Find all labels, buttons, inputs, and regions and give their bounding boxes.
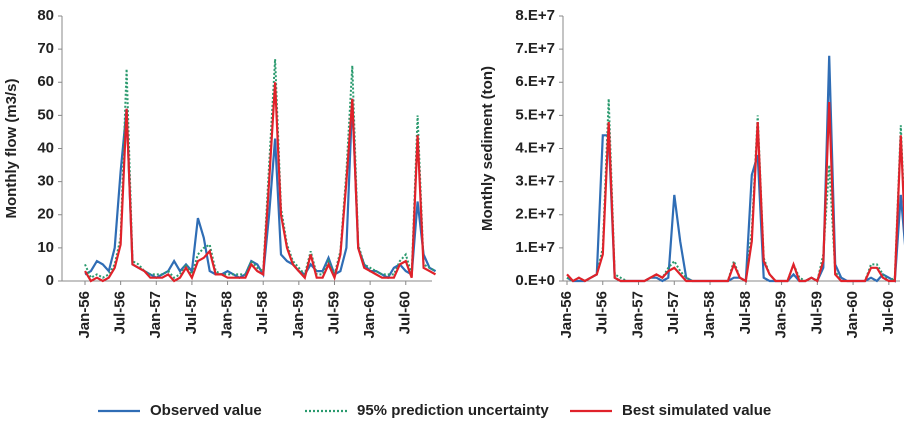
y-axis-title: Monthly sediment (ton) — [479, 66, 496, 231]
y-tick-label: 5.E+7 — [515, 106, 555, 123]
x-tick-label: Jul-56 — [112, 291, 129, 334]
y-tick-label: 6.E+7 — [515, 73, 555, 90]
x-tick-label: Jul-59 — [808, 291, 825, 334]
series-line — [84, 82, 437, 283]
x-tick-label: Jul-58 — [254, 291, 271, 334]
y-tick-label: 60 — [37, 73, 54, 90]
y-axis-title: Monthly flow (m3/s) — [3, 79, 20, 219]
x-tick-label: Jan-57 — [147, 291, 164, 339]
y-tick-label: 8.E+7 — [515, 7, 555, 24]
y-tick-label: 0.E+0 — [515, 272, 555, 289]
legend-label: Best simulated value — [622, 402, 771, 419]
y-tick-label: 70 — [37, 40, 54, 57]
y-tick-label: 10 — [37, 239, 54, 256]
y-tick-label: 30 — [37, 173, 54, 190]
x-tick-label: Jan-57 — [629, 291, 646, 339]
y-tick-label: 7.E+7 — [515, 40, 555, 57]
legend-label: Observed value — [150, 402, 262, 419]
series-line — [566, 102, 904, 283]
series-line — [566, 55, 904, 283]
y-tick-label: 80 — [37, 7, 54, 24]
x-tick-label: Jul-59 — [325, 291, 342, 334]
x-tick-label: Jul-57 — [183, 291, 200, 334]
x-tick-label: Jan-59 — [773, 291, 790, 339]
series-line — [84, 98, 437, 280]
x-tick-label: Jan-60 — [844, 291, 861, 339]
x-tick-label: Jan-58 — [219, 291, 236, 339]
series-line — [566, 98, 904, 283]
y-tick-label: 50 — [37, 106, 54, 123]
y-tick-label: 40 — [37, 139, 54, 156]
x-tick-label: Jul-57 — [665, 291, 682, 334]
x-tick-label: Jan-56 — [76, 291, 93, 339]
x-tick-label: Jul-56 — [594, 291, 611, 334]
x-tick-label: Jul-60 — [397, 291, 414, 334]
legend-label: 95% prediction uncertainty — [357, 402, 549, 419]
x-tick-label: Jan-60 — [361, 291, 378, 339]
y-tick-label: 4.E+7 — [515, 139, 555, 156]
series-line — [84, 59, 436, 280]
x-tick-label: Jul-60 — [880, 291, 897, 334]
y-tick-label: 20 — [37, 206, 54, 223]
y-tick-label: 3.E+7 — [515, 173, 555, 190]
x-tick-label: Jan-56 — [558, 291, 575, 339]
y-tick-label: 2.E+7 — [515, 206, 555, 223]
y-tick-label: 1.E+7 — [515, 239, 555, 256]
x-tick-label: Jan-58 — [701, 291, 718, 339]
y-tick-label: 0 — [46, 272, 54, 289]
x-tick-label: Jan-59 — [290, 291, 307, 339]
x-tick-label: Jul-58 — [737, 291, 754, 334]
